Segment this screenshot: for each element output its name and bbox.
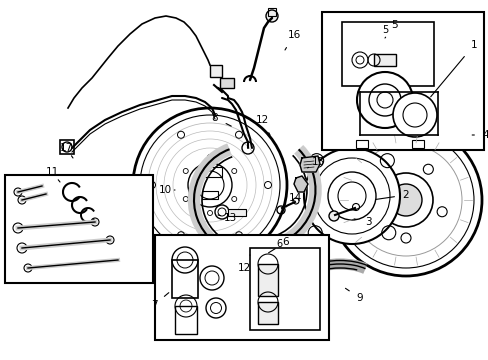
Text: 5: 5 — [381, 25, 387, 35]
Polygon shape — [299, 156, 319, 172]
Bar — [258, 302, 278, 324]
Text: 13: 13 — [218, 213, 236, 223]
Bar — [373, 54, 395, 66]
Bar — [5, 175, 153, 283]
Bar — [175, 306, 197, 334]
Text: 8: 8 — [211, 113, 231, 126]
Circle shape — [328, 211, 338, 221]
Bar — [355, 140, 367, 148]
Text: 15: 15 — [307, 157, 324, 168]
Text: 10: 10 — [158, 185, 175, 195]
Circle shape — [389, 184, 421, 216]
Bar — [249, 248, 319, 330]
Circle shape — [265, 10, 278, 22]
Text: 6: 6 — [275, 239, 282, 249]
Bar — [198, 167, 222, 177]
Circle shape — [356, 72, 412, 128]
Circle shape — [329, 124, 481, 276]
Bar — [202, 191, 218, 199]
Polygon shape — [293, 176, 307, 192]
Bar — [411, 140, 423, 148]
Text: 14: 14 — [285, 193, 301, 207]
Bar — [321, 12, 483, 150]
Bar — [155, 235, 328, 340]
Text: 3: 3 — [353, 217, 370, 227]
Bar — [267, 8, 275, 16]
Text: 6: 6 — [268, 237, 289, 253]
Text: 4: 4 — [471, 130, 488, 140]
Text: 7: 7 — [150, 293, 168, 310]
Bar — [209, 65, 222, 77]
Text: 17: 17 — [59, 143, 73, 158]
Bar — [172, 260, 198, 298]
Bar — [60, 140, 74, 154]
Bar — [227, 209, 245, 216]
Bar — [258, 264, 278, 296]
Text: 2: 2 — [375, 190, 408, 200]
Text: 12: 12 — [255, 115, 269, 135]
Circle shape — [304, 148, 399, 244]
Text: 1: 1 — [430, 40, 476, 97]
Text: 5: 5 — [384, 20, 398, 38]
Bar — [341, 22, 433, 86]
Circle shape — [133, 108, 286, 262]
Text: 12: 12 — [237, 255, 250, 273]
Text: 11: 11 — [45, 167, 60, 182]
Circle shape — [392, 93, 436, 137]
Text: 9: 9 — [345, 288, 363, 303]
Text: 16: 16 — [285, 30, 300, 50]
Bar — [220, 78, 234, 88]
